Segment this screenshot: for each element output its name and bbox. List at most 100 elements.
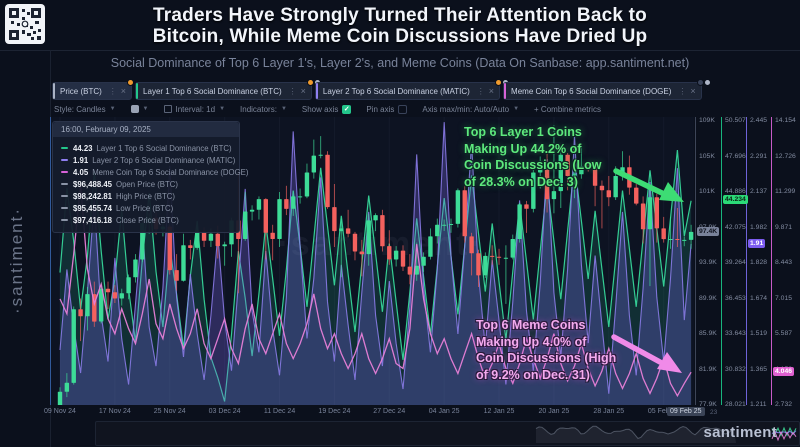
layer1-axis-line bbox=[721, 117, 722, 405]
price-axis-tick-label: 85.9K bbox=[699, 330, 717, 337]
tab-close-icon[interactable]: × bbox=[690, 86, 696, 96]
series-dash-icon bbox=[61, 147, 68, 149]
tooltip-row: $97,416.18 Close Price (BTC) bbox=[61, 214, 231, 226]
price-axis-line bbox=[695, 117, 696, 405]
layer1-axis-tick-label: 50.507 bbox=[725, 117, 746, 124]
timeline-minimap[interactable]: santiment bbox=[95, 421, 800, 446]
layer2-axis-tick-label: 1.982 bbox=[750, 223, 768, 231]
qr-pattern bbox=[9, 8, 41, 40]
tooltip-label: Close Price (BTC) bbox=[116, 215, 179, 225]
annotation-meme: Top 6 Meme Coins Making Up 4.0% of Coin Di… bbox=[476, 317, 616, 383]
x-tick-label: 27 Dec 24 bbox=[373, 408, 406, 415]
annotation-line: Coin Discussions (Low bbox=[464, 158, 602, 172]
style-select[interactable]: Style: Candles ▼ bbox=[54, 105, 116, 114]
tab-close-icon[interactable]: × bbox=[120, 86, 127, 96]
price-axis-tick-label: 93.9K bbox=[699, 259, 717, 266]
x-tick-label: 05 Feb 25 bbox=[647, 408, 680, 415]
combine-metrics-button[interactable]: + Combine metrics bbox=[534, 105, 601, 114]
tooltip-row: 1.91 Layer 2 Top 6 Social Dominance (MATI… bbox=[61, 154, 235, 166]
tab-meme-dominance[interactable]: Meme Coin Top 6 Social Dominance (DOGE) ⋮… bbox=[503, 79, 711, 100]
x-tick-label: 25 Nov 24 bbox=[153, 408, 186, 415]
tooltip-label: Low Price (BTC) bbox=[116, 203, 174, 213]
layer2-axis-tick-label: 2.291 bbox=[750, 152, 768, 160]
tooltip-value: 44.23 bbox=[73, 143, 93, 153]
tab-alert-badge bbox=[696, 79, 704, 86]
tooltip-value: $98,242.81 bbox=[73, 191, 113, 201]
annotation-line: Coin Discussions (High bbox=[476, 351, 617, 365]
price-axis-tick-label: 89.9K bbox=[699, 294, 717, 302]
combine-metrics-button-label: + Combine metrics bbox=[534, 104, 601, 114]
annotation-line: Top 6 Layer 1 Coins bbox=[464, 125, 582, 139]
annotation-line: Top 6 Meme Coins bbox=[476, 318, 586, 332]
interval-select[interactable]: Interval: 1d ▼ bbox=[163, 104, 226, 114]
layer2-axis-tick-label: 1.828 bbox=[750, 259, 768, 266]
tab-price-btc[interactable]: Price (BTC) ⋮ × bbox=[52, 79, 135, 100]
layer1-axis-tick-label: 42.075 bbox=[725, 223, 746, 231]
tab-menu-icon[interactable]: ⋮ bbox=[476, 86, 485, 96]
price-axis-current-badge: 97.4K bbox=[697, 227, 720, 236]
tooltip-row: 44.23 Layer 1 Top 6 Social Dominance (BTC… bbox=[61, 142, 232, 154]
indicators-select-label: Indicators: bbox=[240, 104, 277, 114]
show-axis-toggle[interactable]: Show axis ✓ bbox=[301, 104, 352, 114]
x-tick-label: 04 Jan 25 bbox=[428, 408, 460, 415]
tab-label: Price (BTC) bbox=[60, 86, 102, 96]
layer2-axis-tick-label: 2.137 bbox=[750, 188, 768, 195]
chevron-down-icon: ▼ bbox=[219, 106, 226, 112]
header-divider bbox=[0, 50, 800, 51]
show-axis-toggle-label: Show axis bbox=[301, 104, 339, 114]
pin-axis-toggle[interactable]: Pin axis bbox=[366, 104, 408, 114]
series-dash-icon bbox=[61, 183, 68, 185]
interval-select-label: Interval: 1d bbox=[175, 104, 216, 114]
tooltip-timestamp: 16:00, February 09, 2025 bbox=[53, 122, 239, 137]
annotation-line: Making Up 44.2% of bbox=[464, 141, 582, 156]
tab-close-icon[interactable]: × bbox=[488, 86, 495, 96]
layer1-axis-tick-label: 44.886 bbox=[725, 188, 746, 195]
page-subtitle: Social Dominance of Top 6 Layer 1's, Lay… bbox=[110, 56, 690, 70]
x-tick-label: 03 Dec 24 bbox=[208, 408, 241, 415]
chevron-down-icon: ▼ bbox=[109, 106, 116, 112]
tab-menu-icon[interactable]: ⋮ bbox=[288, 86, 297, 96]
brand-vertical-text: ·santiment· bbox=[7, 206, 26, 314]
tab-color-bar bbox=[53, 83, 55, 99]
minimap-sparkline bbox=[535, 425, 797, 443]
tab-close-icon[interactable]: × bbox=[300, 86, 306, 96]
current-date-badge: 09 Feb 25 bbox=[667, 407, 705, 416]
x-tick-label: 28 Jan 25 bbox=[593, 408, 625, 415]
tooltip-row: $96,488.45 Open Price (BTC) bbox=[61, 178, 231, 190]
title-line-1: Traders Have Strongly Turned Their Atten… bbox=[153, 5, 647, 26]
meme-axis-tick-label: 9.871 bbox=[775, 223, 793, 231]
calendar-icon bbox=[163, 105, 172, 113]
page-title: Traders Have Strongly Turned Their Atten… bbox=[0, 5, 800, 47]
annotation-line: of 28.3% on Dec. 3) bbox=[464, 174, 578, 189]
layer2-axis-tick-label: 1.519 bbox=[750, 330, 768, 337]
tab-layer2-dominance[interactable]: Layer 2 Top 6 Social Dominance (MATIC) ⋮ × bbox=[314, 79, 510, 100]
x-axis: 09 Nov 24 17 Nov 24 25 Nov 24 03 Dec 24 11 D… bbox=[44, 406, 800, 419]
series-color-swatch[interactable]: ▼ bbox=[130, 105, 149, 113]
checkbox-unchecked-icon[interactable] bbox=[398, 104, 408, 114]
series-dash-icon bbox=[61, 207, 68, 209]
meme-axis-tick-label: 7.015 bbox=[775, 294, 793, 302]
tooltip-value: $95,455.74 bbox=[73, 203, 113, 213]
tab-layer1-dominance[interactable]: Layer 1 Top 6 Social Dominance (BTC) ⋮ × bbox=[135, 79, 321, 100]
meme-axis-tick-label: 12.726 bbox=[775, 152, 796, 160]
x-tick-label: 09 Nov 24 bbox=[44, 408, 76, 415]
meme-axis-current-badge: 4.046 bbox=[773, 367, 795, 376]
price-axis-tick-label: 81.9K bbox=[699, 365, 717, 373]
indicators-select[interactable]: Indicators: ▼ bbox=[240, 105, 287, 114]
layer1-axis-tick-label: 30.832 bbox=[725, 365, 746, 373]
price-chart[interactable]: ·santiment· 16:00, February 09, 2025 44.… bbox=[50, 117, 694, 405]
tab-menu-icon[interactable]: ⋮ bbox=[678, 86, 687, 96]
price-axis-tick-label: 109K bbox=[699, 117, 715, 124]
checkbox-checked-icon[interactable]: ✓ bbox=[342, 104, 352, 114]
chevron-down-icon: ▼ bbox=[513, 106, 520, 112]
meme-axis-line bbox=[771, 117, 772, 405]
tooltip-row: $95,455.74 Low Price (BTC) bbox=[61, 202, 231, 214]
layer2-axis-tick-label: 2.445 bbox=[750, 117, 768, 124]
tab-color-bar bbox=[315, 83, 318, 99]
tooltip-row: $98,242.81 High Price (BTC) bbox=[61, 190, 231, 202]
axis-maxmin-select[interactable]: Axis max/min: Auto/Auto ▼ bbox=[422, 105, 519, 114]
tab-lock-badge bbox=[703, 79, 711, 86]
color-swatch-icon bbox=[130, 105, 139, 113]
tab-menu-icon[interactable]: ⋮ bbox=[108, 86, 117, 96]
